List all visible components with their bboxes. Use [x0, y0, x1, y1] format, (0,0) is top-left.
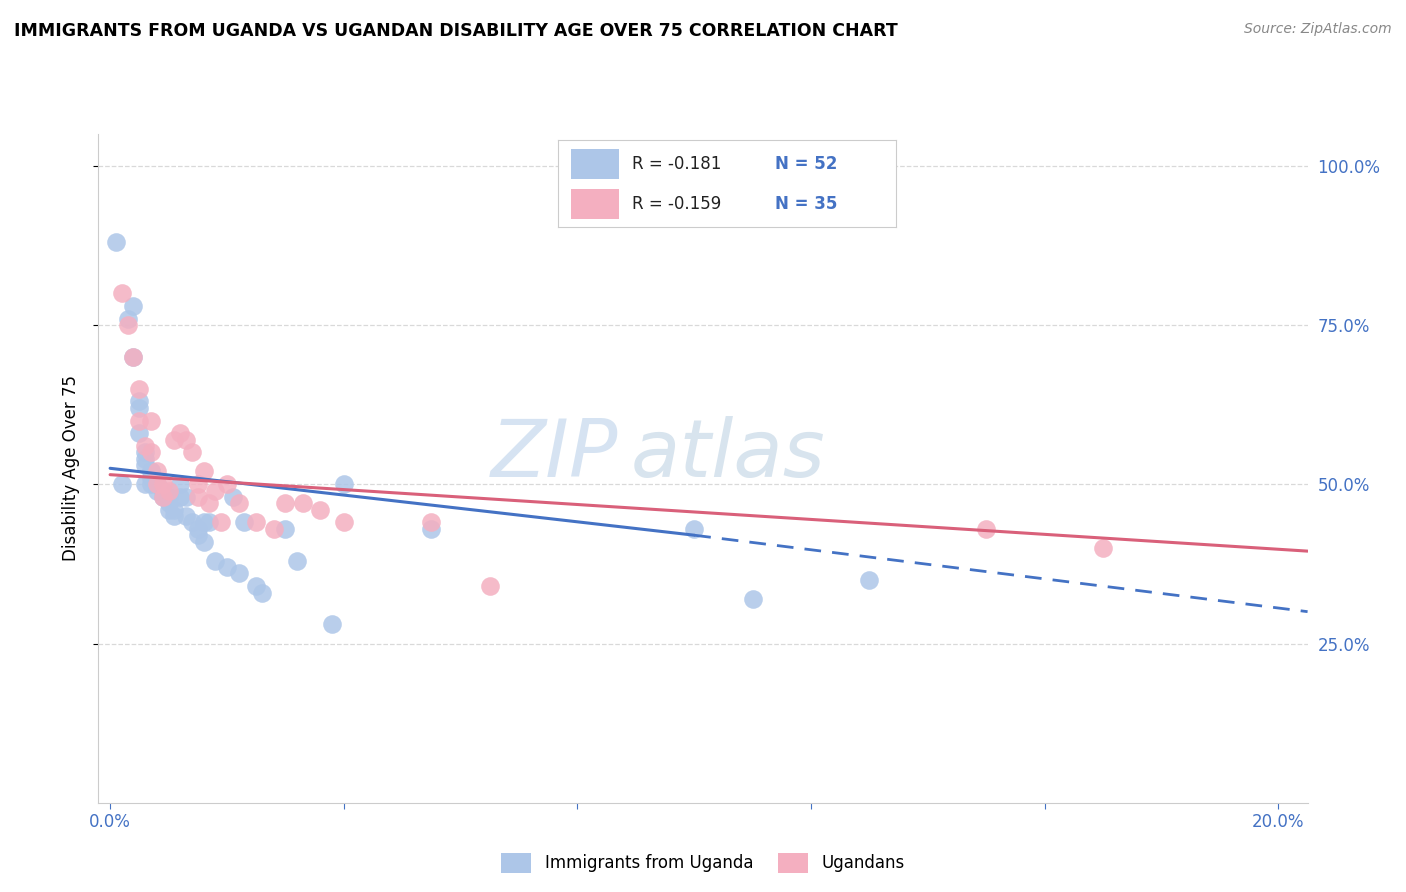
- Point: [233, 516, 256, 530]
- Point: [169, 490, 191, 504]
- Point: [139, 445, 162, 459]
- Y-axis label: Disability Age Over 75: Disability Age Over 75: [62, 376, 80, 561]
- Point: [180, 516, 202, 530]
- Point: [139, 477, 162, 491]
- Point: [117, 318, 139, 332]
- Point: [146, 483, 169, 498]
- Point: [198, 516, 221, 530]
- Point: [122, 350, 145, 364]
- Point: [420, 516, 443, 530]
- Point: [215, 477, 238, 491]
- Point: [187, 490, 209, 504]
- Point: [1092, 541, 1115, 555]
- Point: [180, 445, 202, 459]
- Point: [122, 299, 145, 313]
- Point: [683, 522, 706, 536]
- Point: [163, 433, 186, 447]
- Point: [187, 477, 209, 491]
- Point: [157, 502, 180, 516]
- Point: [152, 483, 174, 498]
- Point: [152, 490, 174, 504]
- Point: [332, 516, 354, 530]
- Point: [169, 477, 191, 491]
- Point: [187, 528, 209, 542]
- Point: [157, 490, 180, 504]
- Text: atlas: atlas: [630, 416, 825, 494]
- Point: [209, 516, 232, 530]
- Point: [291, 496, 314, 510]
- Point: [250, 585, 273, 599]
- Point: [263, 522, 285, 536]
- Point: [222, 490, 245, 504]
- Point: [157, 496, 180, 510]
- Text: ZIP: ZIP: [491, 416, 619, 494]
- Point: [274, 522, 297, 536]
- Point: [193, 534, 215, 549]
- Point: [187, 522, 209, 536]
- Point: [134, 439, 156, 453]
- Point: [152, 483, 174, 498]
- Point: [274, 496, 297, 510]
- Legend: Immigrants from Uganda, Ugandans: Immigrants from Uganda, Ugandans: [494, 845, 912, 881]
- Point: [104, 235, 127, 249]
- Point: [174, 490, 197, 504]
- Point: [152, 490, 174, 504]
- Point: [193, 465, 215, 479]
- Point: [204, 554, 226, 568]
- Point: [146, 477, 169, 491]
- Point: [228, 496, 250, 510]
- Point: [128, 382, 150, 396]
- Point: [146, 465, 169, 479]
- Point: [139, 465, 162, 479]
- Point: [128, 401, 150, 415]
- Point: [152, 477, 174, 491]
- Point: [193, 516, 215, 530]
- Point: [174, 509, 197, 524]
- Point: [134, 477, 156, 491]
- Point: [215, 560, 238, 574]
- Point: [174, 433, 197, 447]
- Point: [163, 502, 186, 516]
- Point: [128, 413, 150, 427]
- Point: [163, 509, 186, 524]
- Point: [146, 477, 169, 491]
- Point: [309, 502, 332, 516]
- Point: [134, 458, 156, 472]
- Point: [228, 566, 250, 581]
- Point: [111, 477, 134, 491]
- Point: [285, 554, 308, 568]
- Point: [332, 477, 354, 491]
- Point: [111, 286, 134, 301]
- Point: [139, 465, 162, 479]
- Point: [146, 477, 169, 491]
- Point: [741, 591, 763, 606]
- Point: [974, 522, 997, 536]
- Text: IMMIGRANTS FROM UGANDA VS UGANDAN DISABILITY AGE OVER 75 CORRELATION CHART: IMMIGRANTS FROM UGANDA VS UGANDAN DISABI…: [14, 22, 898, 40]
- Point: [245, 579, 267, 593]
- Point: [321, 617, 343, 632]
- Point: [245, 516, 267, 530]
- Point: [134, 451, 156, 466]
- Text: Source: ZipAtlas.com: Source: ZipAtlas.com: [1244, 22, 1392, 37]
- Point: [128, 426, 150, 441]
- Point: [157, 483, 180, 498]
- Point: [198, 496, 221, 510]
- Point: [204, 483, 226, 498]
- Point: [122, 350, 145, 364]
- Point: [169, 426, 191, 441]
- Point: [128, 394, 150, 409]
- Point: [134, 445, 156, 459]
- Point: [139, 471, 162, 485]
- Point: [139, 413, 162, 427]
- Point: [420, 522, 443, 536]
- Point: [117, 311, 139, 326]
- Point: [858, 573, 880, 587]
- Point: [478, 579, 501, 593]
